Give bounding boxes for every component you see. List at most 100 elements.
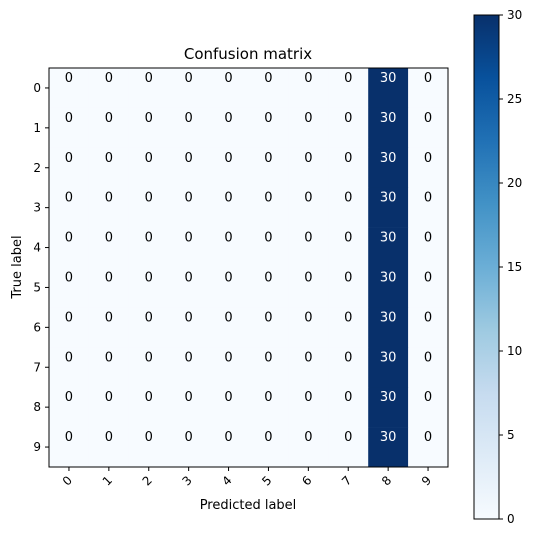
heatmap-cell bbox=[288, 107, 329, 149]
cell-value-label: 30 bbox=[380, 390, 397, 405]
cell-value-label: 0 bbox=[65, 191, 73, 206]
cell-value-label: 0 bbox=[105, 390, 113, 405]
heatmap-cell bbox=[49, 107, 90, 149]
y-tick-label: 8 bbox=[33, 400, 41, 414]
heatmap-cell bbox=[408, 347, 449, 388]
heatmap-cell bbox=[208, 187, 249, 228]
heatmap-cell bbox=[248, 307, 289, 348]
cell-value-label: 0 bbox=[185, 271, 193, 286]
cell-value-label: 0 bbox=[264, 151, 272, 166]
heatmap-cell bbox=[168, 227, 209, 268]
x-tick-label: 7 bbox=[339, 473, 354, 488]
cell-value-label: 0 bbox=[224, 191, 232, 206]
cell-value-label: 0 bbox=[304, 390, 312, 405]
cell-value-label: 30 bbox=[380, 111, 397, 126]
heatmap-cell bbox=[328, 107, 369, 149]
cell-value-label: 0 bbox=[65, 390, 73, 405]
heatmap-cell bbox=[368, 427, 409, 468]
heatmap-cell bbox=[49, 187, 90, 228]
cell-value-label: 0 bbox=[304, 191, 312, 206]
cell-value-label: 0 bbox=[224, 310, 232, 325]
heatmap-cell bbox=[328, 387, 369, 428]
cell-value-label: 0 bbox=[224, 271, 232, 286]
cell-value-label: 0 bbox=[424, 430, 432, 445]
heatmap-cell bbox=[248, 387, 289, 428]
heatmap-cell bbox=[168, 187, 209, 228]
heatmap-cell bbox=[128, 427, 169, 468]
heatmap-cell bbox=[168, 68, 209, 109]
cell-value-label: 30 bbox=[380, 310, 397, 325]
heatmap-cell bbox=[368, 347, 409, 388]
cell-value-label: 0 bbox=[304, 71, 312, 86]
heatmap-cell bbox=[288, 227, 329, 268]
y-axis-label: True label bbox=[10, 235, 25, 299]
heatmap-cell bbox=[368, 68, 409, 109]
heatmap-cell bbox=[328, 347, 369, 388]
heatmap-cell bbox=[288, 307, 329, 348]
cell-value-label: 0 bbox=[145, 191, 153, 206]
heatmap-cell bbox=[49, 147, 90, 188]
heatmap-cell bbox=[49, 68, 90, 109]
cell-value-label: 0 bbox=[264, 310, 272, 325]
x-axis-label: Predicted label bbox=[200, 498, 297, 513]
colorbar-tick-label: 30 bbox=[507, 8, 522, 22]
heatmap-cell bbox=[208, 68, 249, 109]
heatmap-cell bbox=[368, 387, 409, 428]
heatmap-cell bbox=[49, 307, 90, 348]
heatmap-cell bbox=[248, 147, 289, 188]
cell-value-label: 0 bbox=[185, 191, 193, 206]
heatmap-cell bbox=[288, 68, 329, 109]
x-tick-label: 0 bbox=[60, 473, 75, 488]
heatmap-cell-labels: 0 0 0 0 0 0 0 0 30 0 0 0 0 0 0 0 0 0 30 0 0 0 0 0 0 0 0 0 30 0 0 0 0 0 0 0 0… bbox=[65, 71, 432, 445]
cell-value-label: 0 bbox=[105, 111, 113, 126]
cell-value-label: 0 bbox=[105, 430, 113, 445]
cell-value-label: 0 bbox=[105, 191, 113, 206]
heatmap-cell bbox=[408, 307, 449, 348]
cell-value-label: 0 bbox=[185, 390, 193, 405]
cell-value-label: 0 bbox=[224, 71, 232, 86]
chart-title: Confusion matrix bbox=[184, 45, 312, 63]
y-axis-ticks: 0 1 2 3 4 5 6 7 8 9 bbox=[33, 81, 49, 454]
heatmap-cell bbox=[368, 147, 409, 188]
cell-value-label: 0 bbox=[145, 151, 153, 166]
cell-value-label: 0 bbox=[344, 151, 352, 166]
cell-value-label: 0 bbox=[105, 350, 113, 365]
cell-value-label: 30 bbox=[380, 231, 397, 246]
cell-value-label: 0 bbox=[264, 191, 272, 206]
cell-value-label: 0 bbox=[344, 350, 352, 365]
cell-value-label: 0 bbox=[185, 350, 193, 365]
heatmap-cell bbox=[208, 387, 249, 428]
cell-value-label: 0 bbox=[344, 310, 352, 325]
heatmap-cell bbox=[248, 107, 289, 149]
cell-value-label: 30 bbox=[380, 350, 397, 365]
cell-value-label: 0 bbox=[65, 71, 73, 86]
heatmap-cell bbox=[248, 347, 289, 388]
cell-value-label: 30 bbox=[380, 430, 397, 445]
heatmap-cell bbox=[168, 307, 209, 348]
cell-value-label: 0 bbox=[105, 151, 113, 166]
cell-value-label: 0 bbox=[185, 430, 193, 445]
heatmap-cell bbox=[128, 387, 169, 428]
heatmap-cell bbox=[328, 267, 369, 308]
x-tick-label: 6 bbox=[299, 473, 314, 488]
heatmap-cell bbox=[408, 427, 449, 468]
cell-value-label: 0 bbox=[145, 390, 153, 405]
heatmap-cell bbox=[128, 68, 169, 109]
heatmap-cell bbox=[168, 107, 209, 149]
cell-value-label: 0 bbox=[304, 430, 312, 445]
heatmap-cell bbox=[208, 107, 249, 149]
heatmap-cell bbox=[328, 68, 369, 109]
heatmap-cell bbox=[368, 307, 409, 348]
heatmap-cell bbox=[88, 68, 130, 109]
cell-value-label: 0 bbox=[145, 71, 153, 86]
heatmap-cell bbox=[248, 267, 289, 308]
y-tick-label: 4 bbox=[33, 241, 41, 255]
plot-frame bbox=[48, 67, 449, 468]
cell-value-label: 0 bbox=[344, 390, 352, 405]
heatmap-cell bbox=[49, 227, 90, 268]
cell-value-label: 0 bbox=[264, 390, 272, 405]
cell-value-label: 0 bbox=[145, 430, 153, 445]
cell-value-label: 0 bbox=[105, 231, 113, 246]
heatmap-cell bbox=[88, 227, 130, 268]
heatmap-cell bbox=[288, 147, 329, 188]
